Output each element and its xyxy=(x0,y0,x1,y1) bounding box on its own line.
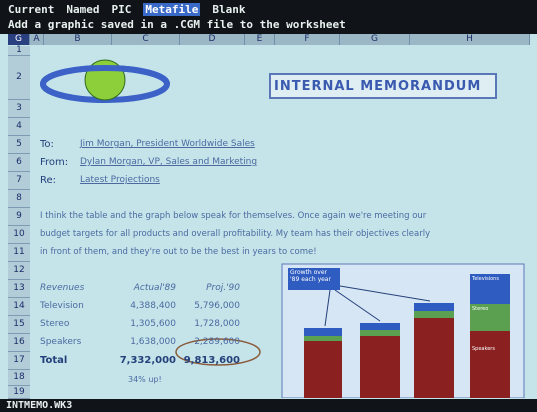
row-header: 9 xyxy=(8,208,30,226)
graph-label: Stereo xyxy=(472,306,488,312)
screen: Current Named PIC Metafile Blank Add a graph… xyxy=(0,0,537,412)
graph-bar xyxy=(360,336,400,398)
memo-title: INTERNAL MEMORANDUM xyxy=(274,79,481,94)
column-header: A xyxy=(30,34,44,45)
graph-bar xyxy=(360,330,400,336)
paragraph-line: I think the table and the graph below sp… xyxy=(40,211,426,221)
status-bar: INTMEMO.WK3 xyxy=(0,399,537,412)
table-cell: 2,289,600 xyxy=(180,337,240,347)
row-header: 2 xyxy=(8,56,30,100)
table-cell: 1,305,600 xyxy=(112,319,176,329)
row-header: 3 xyxy=(8,100,30,118)
field-value: Jim Morgan, President Worldwide Sales xyxy=(80,139,255,149)
menu-item[interactable]: Current xyxy=(8,3,54,16)
graph-bar xyxy=(414,311,454,318)
file-name: INTMEMO.WK3 xyxy=(6,400,72,411)
row-header: 15 xyxy=(8,316,30,334)
table-cell: 1,728,000 xyxy=(180,319,240,329)
corner: G xyxy=(8,34,30,45)
menu: Current Named PIC Metafile Blank xyxy=(8,3,257,16)
paragraph-line: budget targets for all products and over… xyxy=(40,229,430,239)
table-cell: Television xyxy=(40,301,104,311)
row-header: 11 xyxy=(8,244,30,262)
row-header: 8 xyxy=(8,190,30,208)
column-header: B xyxy=(44,34,112,45)
graph-bar xyxy=(304,328,342,336)
graph-bar xyxy=(470,331,510,398)
table-header: Actual'89 xyxy=(112,283,176,293)
row-header: 4 xyxy=(8,118,30,136)
graph-callout: Growth over '89 each year xyxy=(290,269,338,283)
menu-item[interactable]: PIC xyxy=(111,3,131,16)
field-value: Latest Projections xyxy=(80,175,160,185)
graph-bar xyxy=(414,303,454,311)
column-header: H xyxy=(410,34,530,45)
menu-bar: Current Named PIC Metafile Blank Add a graph… xyxy=(0,0,537,34)
graph-label: Speakers xyxy=(472,346,495,352)
row-header: 5 xyxy=(8,136,30,154)
graph-bar xyxy=(360,323,400,330)
graph-bar xyxy=(304,336,342,341)
table-cell: Total xyxy=(40,355,104,366)
row-header: 13 xyxy=(8,280,30,298)
row-header: 7 xyxy=(8,172,30,190)
column-header: D xyxy=(180,34,245,45)
column-header: C xyxy=(112,34,180,45)
table-header: Proj.'90 xyxy=(180,283,240,293)
table-cell: Stereo xyxy=(40,319,104,329)
field-label: To: xyxy=(40,139,54,150)
field-label: From: xyxy=(40,157,68,168)
table-cell: 1,638,000 xyxy=(112,337,176,347)
table-cell: 7,332,000 xyxy=(112,355,176,366)
row-header: 10 xyxy=(8,226,30,244)
menu-item[interactable]: Blank xyxy=(212,3,245,16)
row-header: 18 xyxy=(8,370,30,386)
row-header: 12 xyxy=(8,262,30,280)
row-header: 16 xyxy=(8,334,30,352)
graph-bar xyxy=(304,341,342,398)
column-header: F xyxy=(275,34,340,45)
graph-bar xyxy=(414,318,454,398)
menu-item[interactable]: Named xyxy=(66,3,99,16)
table-cell: 5,796,000 xyxy=(180,301,240,311)
row-header: 19 xyxy=(8,386,30,399)
graph-label: Televisions xyxy=(472,276,499,282)
graphics xyxy=(30,46,530,398)
prompt: Add a graphic saved in a .CGM file to th… xyxy=(8,18,346,31)
menu-item[interactable]: Metafile xyxy=(143,3,200,16)
column-header: E xyxy=(245,34,275,45)
field-label: Re: xyxy=(40,175,56,186)
row-header: 1 xyxy=(8,46,30,56)
field-value: Dylan Morgan, VP, Sales and Marketing xyxy=(80,157,257,167)
table-cell: 4,388,400 xyxy=(112,301,176,311)
row-header: 14 xyxy=(8,298,30,316)
table-header: Revenues xyxy=(40,283,104,293)
column-header: G xyxy=(340,34,410,45)
row-header: 17 xyxy=(8,352,30,370)
table-cell: 9,813,600 xyxy=(180,355,240,366)
paragraph-line: in front of them, and they're out to be … xyxy=(40,247,317,257)
row-header: 6 xyxy=(8,154,30,172)
table-cell: Speakers xyxy=(40,337,104,347)
table-note: 34% up! xyxy=(128,375,162,384)
